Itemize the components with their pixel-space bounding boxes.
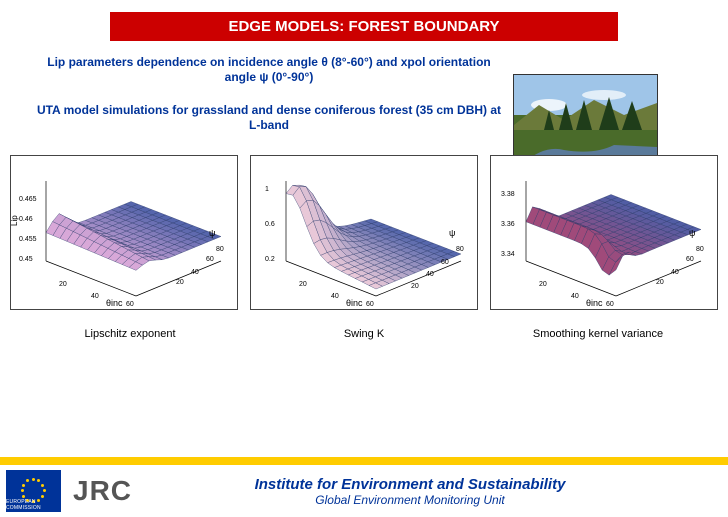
svg-text:40: 40 (191, 269, 199, 276)
chart-swing-k: 1 0.6 0.2 20 40 60 80 60 40 20 θinc ψ (250, 155, 478, 310)
svg-text:40: 40 (331, 293, 339, 300)
svg-text:3.34: 3.34 (501, 251, 515, 258)
svg-text:20: 20 (176, 279, 184, 286)
chart-smoothing: 3.38 3.36 3.34 20 40 60 80 60 40 20 θinc… (490, 155, 718, 310)
footer-institute: Institute for Environment and Sustainabi… (132, 476, 688, 493)
svg-text:60: 60 (686, 256, 694, 263)
svg-text:0.455: 0.455 (19, 236, 37, 243)
svg-text:ψ: ψ (449, 228, 455, 238)
eu-commission-label: EUROPEAN COMMISSION (6, 499, 61, 511)
svg-text:40: 40 (426, 271, 434, 278)
svg-text:θinc: θinc (106, 298, 123, 308)
svg-text:80: 80 (696, 246, 704, 253)
chart-lipschitz: 0.465 0.46 0.455 0.45 20 40 60 80 60 40 … (10, 155, 238, 310)
svg-text:20: 20 (411, 283, 419, 290)
svg-text:θinc: θinc (346, 298, 363, 308)
charts-row: 0.465 0.46 0.455 0.45 20 40 60 80 60 40 … (10, 155, 718, 310)
svg-text:ψ: ψ (689, 228, 695, 238)
svg-text:40: 40 (91, 293, 99, 300)
svg-text:Lip: Lip (11, 215, 19, 226)
forest-photo (513, 74, 658, 164)
svg-text:80: 80 (456, 246, 464, 253)
svg-text:40: 40 (571, 293, 579, 300)
jrc-logo: JRC (73, 475, 132, 507)
svg-text:60: 60 (126, 301, 134, 308)
eu-flag-icon: EUROPEAN COMMISSION (6, 470, 61, 512)
subtitle-2: UTA model simulations for grassland and … (30, 103, 508, 133)
svg-text:60: 60 (206, 256, 214, 263)
svg-text:60: 60 (606, 301, 614, 308)
svg-text:60: 60 (441, 259, 449, 266)
slide-title: EDGE MODELS: FOREST BOUNDARY (110, 12, 618, 41)
label-smoothing: Smoothing kernel variance (498, 328, 698, 340)
svg-text:0.46: 0.46 (19, 216, 33, 223)
svg-text:20: 20 (299, 281, 307, 288)
svg-text:20: 20 (539, 281, 547, 288)
svg-text:1: 1 (265, 186, 269, 193)
svg-text:ψ: ψ (209, 228, 215, 238)
footer-bar (0, 457, 728, 465)
svg-text:0.6: 0.6 (265, 221, 275, 228)
svg-text:20: 20 (59, 281, 67, 288)
footer: EUROPEAN COMMISSION JRC Institute for En… (0, 457, 728, 517)
footer-unit: Global Environment Monitoring Unit (132, 493, 688, 507)
svg-text:3.36: 3.36 (501, 221, 515, 228)
svg-text:60: 60 (366, 301, 374, 308)
svg-text:80: 80 (216, 246, 224, 253)
label-lipschitz: Lipschitz exponent (30, 328, 230, 340)
svg-text:40: 40 (671, 269, 679, 276)
svg-text:0.45: 0.45 (19, 256, 33, 263)
svg-text:0.2: 0.2 (265, 256, 275, 263)
svg-text:θinc: θinc (586, 298, 603, 308)
svg-text:3.38: 3.38 (501, 191, 515, 198)
label-swing: Swing K (264, 328, 464, 340)
subtitle-1: Lip parameters dependence on incidence a… (30, 55, 508, 85)
svg-text:0.465: 0.465 (19, 196, 37, 203)
chart-labels: Lipschitz exponent Swing K Smoothing ker… (30, 328, 698, 340)
svg-text:20: 20 (656, 279, 664, 286)
